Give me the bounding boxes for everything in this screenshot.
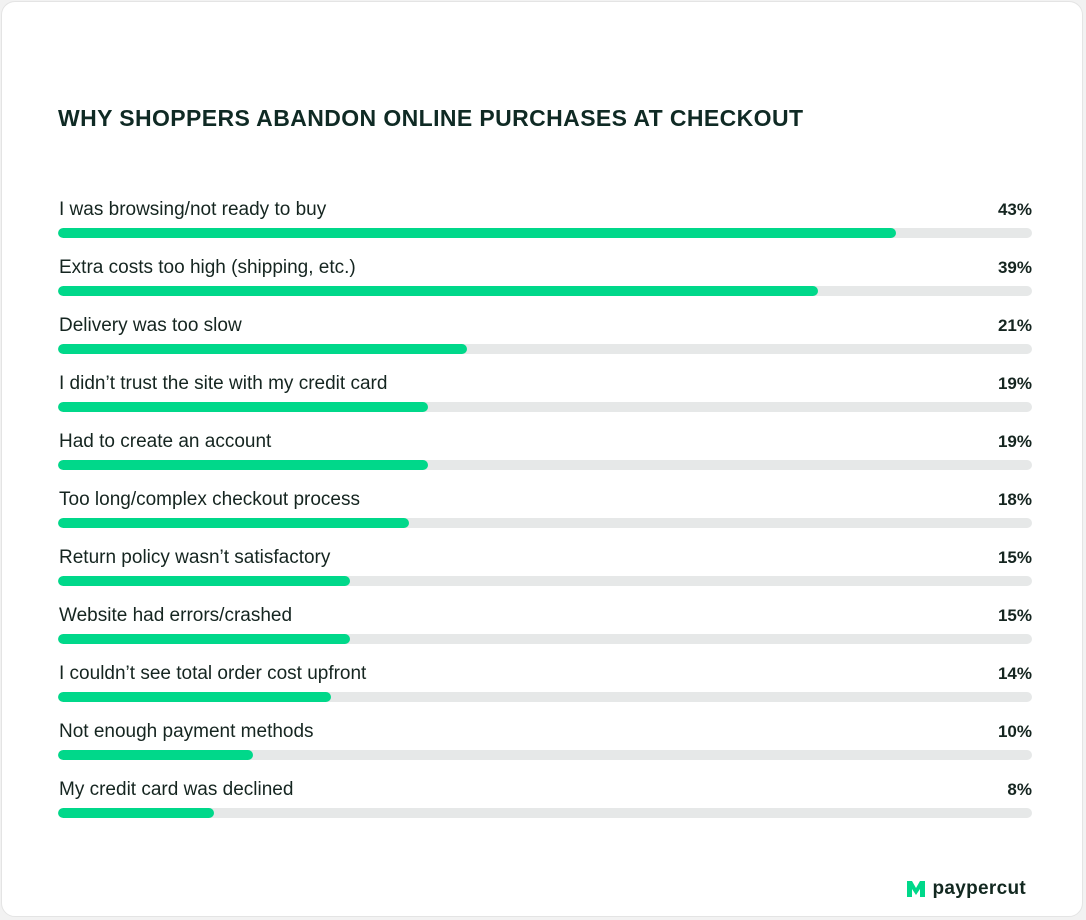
bar-row: I didn’t trust the site with my credit c… (58, 373, 1032, 415)
bar-label: I couldn’t see total order cost upfront (59, 663, 367, 684)
bar-label: I didn’t trust the site with my credit c… (59, 373, 388, 394)
bar-row: I couldn’t see total order cost upfront 1… (58, 663, 1032, 705)
bar-label: Too long/complex checkout process (59, 489, 360, 510)
bar-row: Extra costs too high (shipping, etc.) 39% (58, 257, 1032, 299)
bar-track (58, 228, 1032, 238)
bar (58, 286, 818, 296)
bar-value-label: 19% (997, 374, 1032, 393)
bar-track (58, 402, 1032, 412)
bar-track (58, 344, 1032, 354)
bar (58, 808, 214, 818)
bar-track (58, 692, 1032, 702)
brand-name: paypercut (932, 878, 1026, 899)
bar (58, 460, 428, 470)
brand-logo: paypercut (906, 878, 1026, 900)
bar-row: Delivery was too slow 21% (58, 315, 1032, 357)
bar-track (58, 576, 1032, 586)
bar-label: Return policy wasn’t satisfactory (59, 547, 331, 568)
bar-label: Extra costs too high (shipping, etc.) (59, 257, 356, 278)
bar-value-label: 39% (997, 258, 1032, 277)
bar-label: Had to create an account (59, 431, 272, 452)
bar (58, 576, 350, 586)
bar-label: I was browsing/not ready to buy (59, 199, 327, 220)
bar-value-label: 43% (997, 200, 1032, 219)
bar-value-label: 14% (997, 664, 1032, 683)
bar-row: Website had errors/crashed 15% (58, 605, 1032, 647)
bar-value-label: 18% (997, 490, 1032, 509)
bar-label: Not enough payment methods (59, 721, 314, 742)
bar-value-label: 10% (997, 722, 1032, 741)
bar-row: Return policy wasn’t satisfactory 15% (58, 547, 1032, 589)
bar-track (58, 460, 1032, 470)
bar-label: Website had errors/crashed (59, 605, 293, 626)
bar (58, 344, 467, 354)
bar-value-label: 21% (997, 316, 1032, 335)
bar (58, 692, 331, 702)
bar-row: Had to create an account 19% (58, 431, 1032, 473)
bar-value-label: 15% (997, 548, 1032, 567)
bar-track (58, 808, 1032, 818)
bar-row: My credit card was declined 8% (58, 779, 1032, 821)
bar-track (58, 750, 1032, 760)
bar-list: I was browsing/not ready to buy 43% Extra … (58, 2, 1032, 902)
chart-title: WHY SHOPPERS ABANDON ONLINE PURCHASES AT… (58, 105, 804, 131)
bar (58, 750, 253, 760)
bar (58, 634, 350, 644)
bar-value-label: 15% (997, 606, 1032, 625)
bar (58, 402, 428, 412)
bar-row: Not enough payment methods 10% (58, 721, 1032, 763)
bar-track (58, 286, 1032, 296)
bar-value-label: 19% (997, 432, 1032, 451)
bar-track (58, 518, 1032, 528)
bar (58, 518, 409, 528)
bar (58, 228, 896, 238)
bar-row: I was browsing/not ready to buy 43% (58, 199, 1032, 241)
paypercut-logo-icon (907, 881, 926, 897)
bar-label: My credit card was declined (59, 779, 294, 800)
bar-label: Delivery was too slow (59, 315, 242, 336)
bar-row: Too long/complex checkout process 18% (58, 489, 1032, 531)
bar-track (58, 634, 1032, 644)
bar-value-label: 8% (1007, 780, 1032, 799)
